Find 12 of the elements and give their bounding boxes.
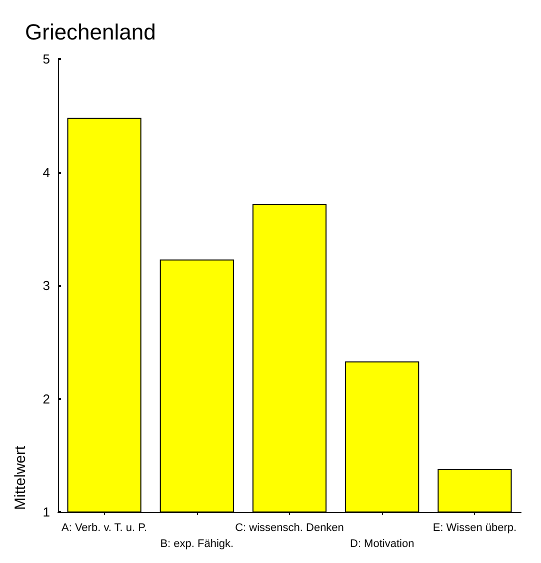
y-tick-label: 1 xyxy=(42,504,50,520)
y-tick-label: 2 xyxy=(42,391,50,406)
y-tick-label: 4 xyxy=(42,164,50,180)
x-tick-label: A: Verb. v. T. u. P. xyxy=(61,522,148,534)
x-tick-label: C: wissensch. Denken xyxy=(235,522,344,534)
x-tick-label: B: exp. Fähigk. xyxy=(160,538,234,550)
x-tick-label: D: Motivation xyxy=(350,538,414,550)
y-tick-label: 3 xyxy=(42,278,50,293)
x-tick-label: E: Wissen überp. xyxy=(432,522,517,534)
y-axis-title: Mittelwert xyxy=(12,444,29,510)
chart-title: Griechenland xyxy=(25,20,156,44)
y-tick-label: 5 xyxy=(42,52,50,66)
